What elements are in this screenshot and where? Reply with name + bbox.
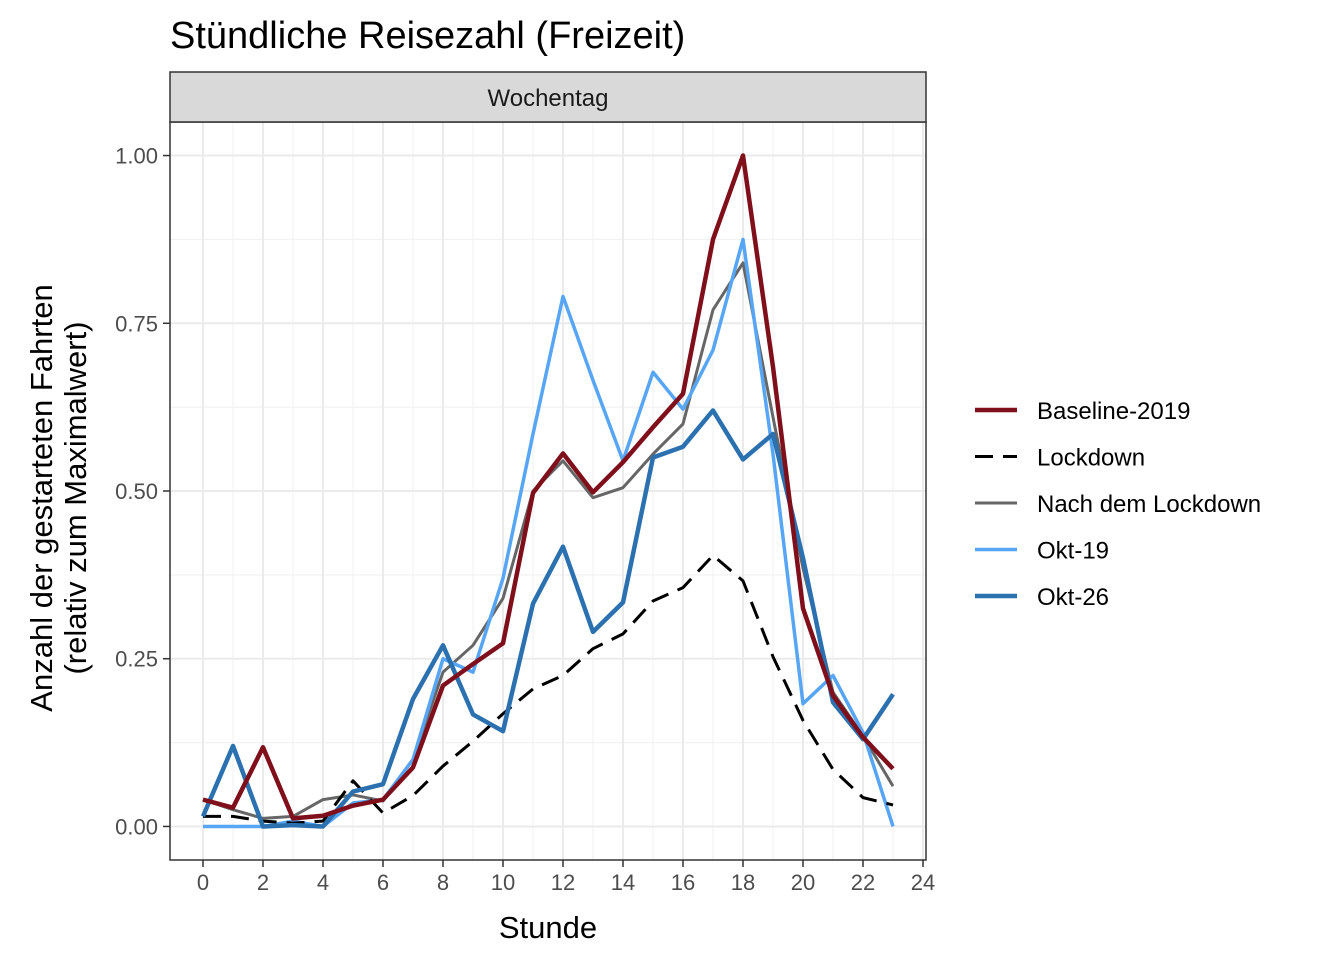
legend-label: Okt-19 [1037, 538, 1109, 565]
y-axis-title-line2: (relativ zum Maximalwert) [58, 321, 93, 674]
series-line-baseline-2019 [202, 153, 895, 821]
chart-title: Stündliche Reisezahl (Freizeit) [170, 15, 685, 57]
y-axis: 0.00 0.25 0.50 0.75 1.00 [115, 144, 170, 839]
legend: Baseline-2019 Lockdown Nach dem Lockdown Ok… [975, 398, 1261, 611]
facet-strip-background [169, 71, 927, 123]
y-tick-label: 0.50 [115, 479, 158, 504]
x-tick-label: 12 [551, 870, 575, 895]
series-layer [200, 153, 895, 829]
series-line-okt-26 [200, 408, 895, 829]
legend-label: Lockdown [1037, 445, 1145, 472]
legend-label: Baseline-2019 [1037, 398, 1190, 425]
y-tick-label: 0.75 [115, 311, 158, 336]
grid-major [170, 122, 926, 860]
x-tick-label: 4 [317, 870, 329, 895]
x-tick-label: 0 [197, 870, 209, 895]
y-axis-title-line1: Anzahl der gestarteten Fahrten [24, 284, 59, 711]
x-tick-label: 2 [257, 870, 269, 895]
legend-label: Nach dem Lockdown [1037, 491, 1261, 518]
y-tick-label: 0.00 [115, 814, 158, 839]
facet-strip-label: Wochentag [488, 85, 609, 112]
x-axis: 0 2 4 6 8 10 12 14 16 18 20 22 24 [197, 860, 935, 895]
y-tick-label: 0.25 [115, 647, 158, 672]
x-tick-label: 20 [791, 870, 815, 895]
y-axis-title: Anzahl der gestarteten Fahrten (relativ … [24, 284, 93, 711]
facet-strip: Wochentag [169, 71, 927, 123]
series-line-lockdown [203, 553, 894, 825]
x-tick-label: 14 [611, 870, 635, 895]
plot-panel [169, 121, 927, 861]
x-tick-label: 22 [851, 870, 875, 895]
legend-label: Okt-26 [1037, 584, 1109, 611]
x-tick-label: 10 [491, 870, 515, 895]
x-tick-label: 24 [911, 870, 935, 895]
x-tick-label: 8 [437, 870, 449, 895]
x-tick-label: 16 [671, 870, 695, 895]
x-tick-label: 6 [377, 870, 389, 895]
x-tick-label: 18 [731, 870, 755, 895]
x-axis-title: Stunde [499, 910, 597, 945]
y-tick-label: 1.00 [115, 144, 158, 169]
